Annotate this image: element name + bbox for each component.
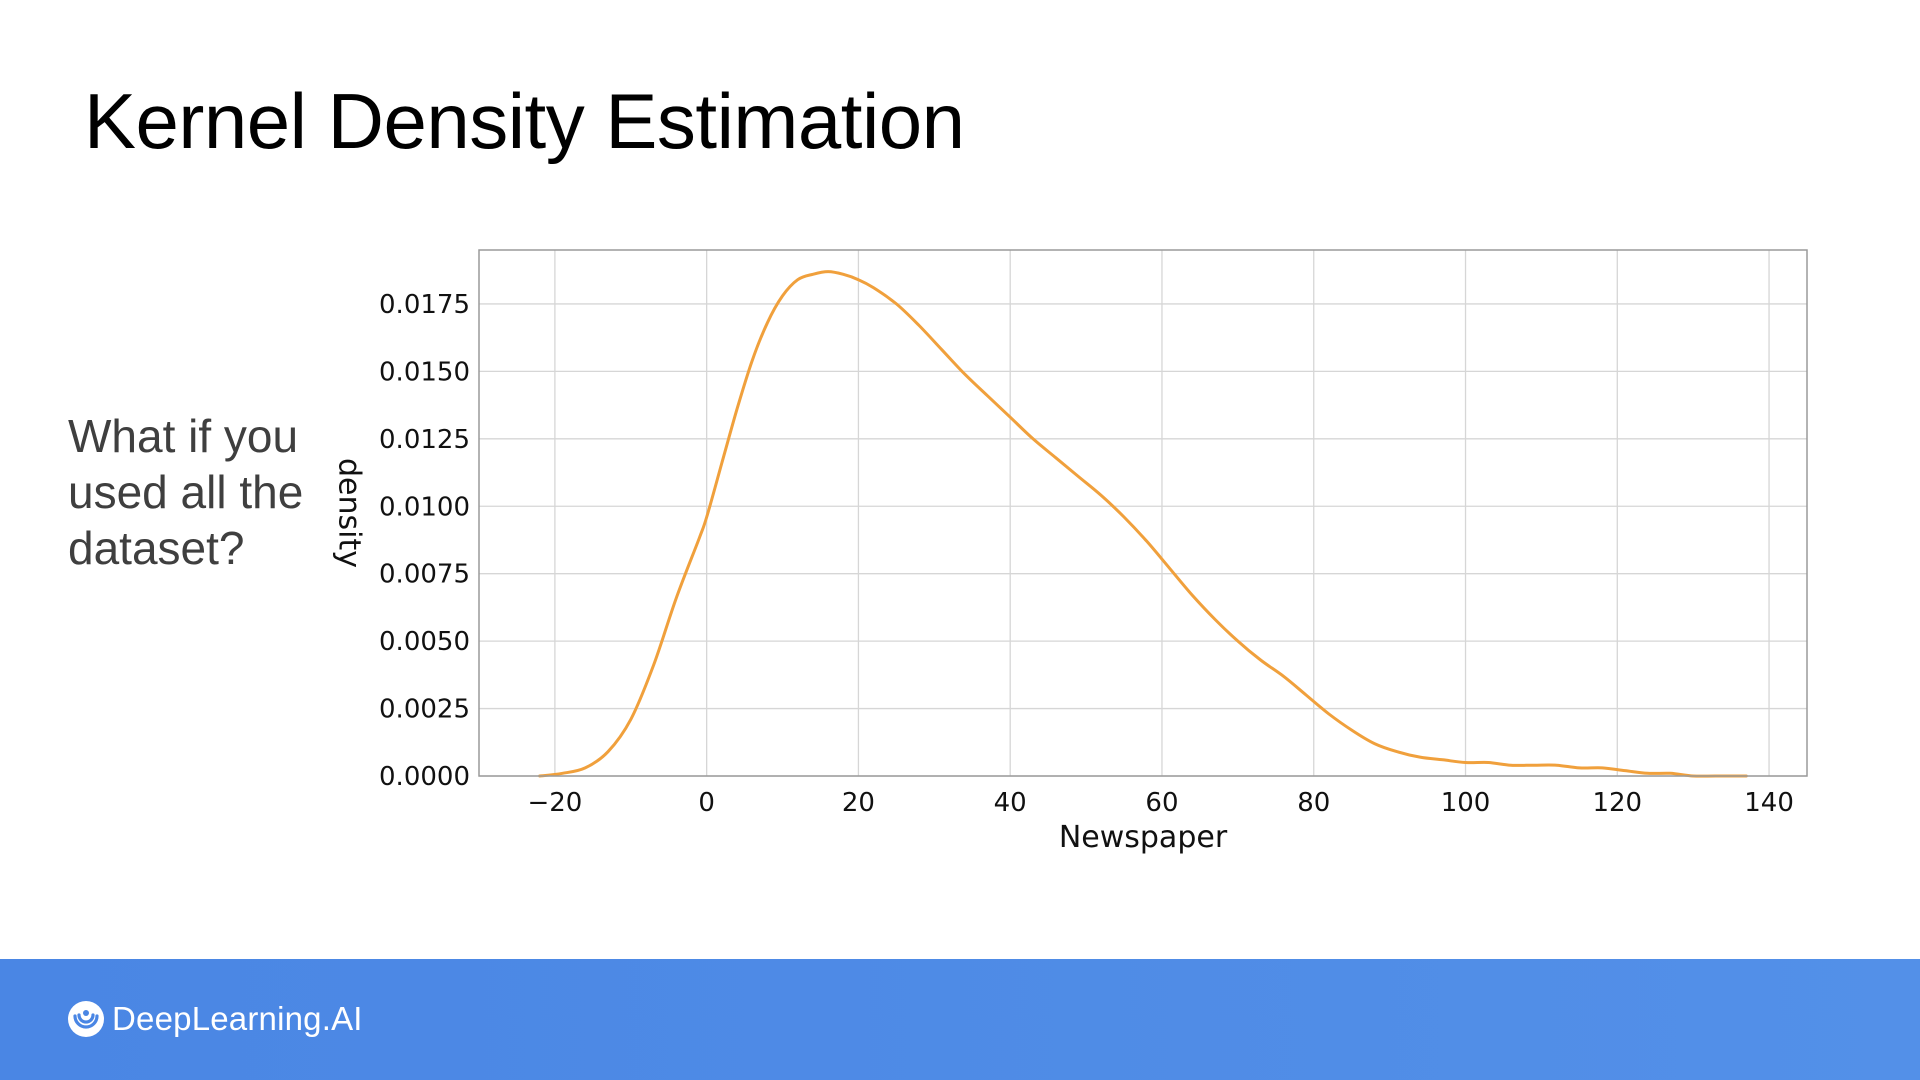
brand-name: DeepLearning.AI [112,1000,363,1037]
slide-title: Kernel Density Estimation [84,77,965,165]
y-tick-label: 0.0050 [379,627,470,657]
x-tick-label: 100 [1441,788,1491,818]
deeplearning-logo-icon [68,1001,104,1037]
y-tick-label: 0.0025 [379,695,470,725]
x-tick-label: 60 [1145,788,1178,818]
density-curve [538,270,1748,778]
x-tick-label: 80 [1297,788,1330,818]
brand[interactable]: DeepLearning.AI [66,999,363,1039]
y-tick-label: 0.0000 [379,762,470,792]
x-tick-label: 40 [994,788,1027,818]
x-tick-label: 120 [1592,788,1642,818]
x-tick-label: 0 [698,788,715,818]
chart-grid [479,250,1807,777]
y-tick-label: 0.0100 [379,492,470,522]
x-axis-label: Newspaper [1059,820,1228,855]
y-axis-label: density [332,458,367,568]
x-tick-label: 20 [842,788,875,818]
plot-frame [478,249,1808,777]
footer-bar: DeepLearning.AI [0,959,1920,1080]
y-tick-label: 0.0175 [379,290,470,320]
y-tick-label: 0.0125 [379,425,470,455]
x-tick-label: −20 [527,788,582,818]
chart-axis-labels: Newspaper density [332,458,1228,855]
chart-ticks: −20 0 20 40 60 80 100 120 140 0.0000 0.0025 0.0050 0… [379,290,1794,818]
x-tick-label: 140 [1744,788,1794,818]
side-question-text: What if you used all the dataset? [68,410,304,574]
y-tick-label: 0.0150 [379,357,470,387]
kde-chart: −20 0 20 40 60 80 100 120 140 0.0000 0.0025 0.0050 0… [332,249,1808,855]
y-tick-label: 0.0075 [379,560,470,590]
